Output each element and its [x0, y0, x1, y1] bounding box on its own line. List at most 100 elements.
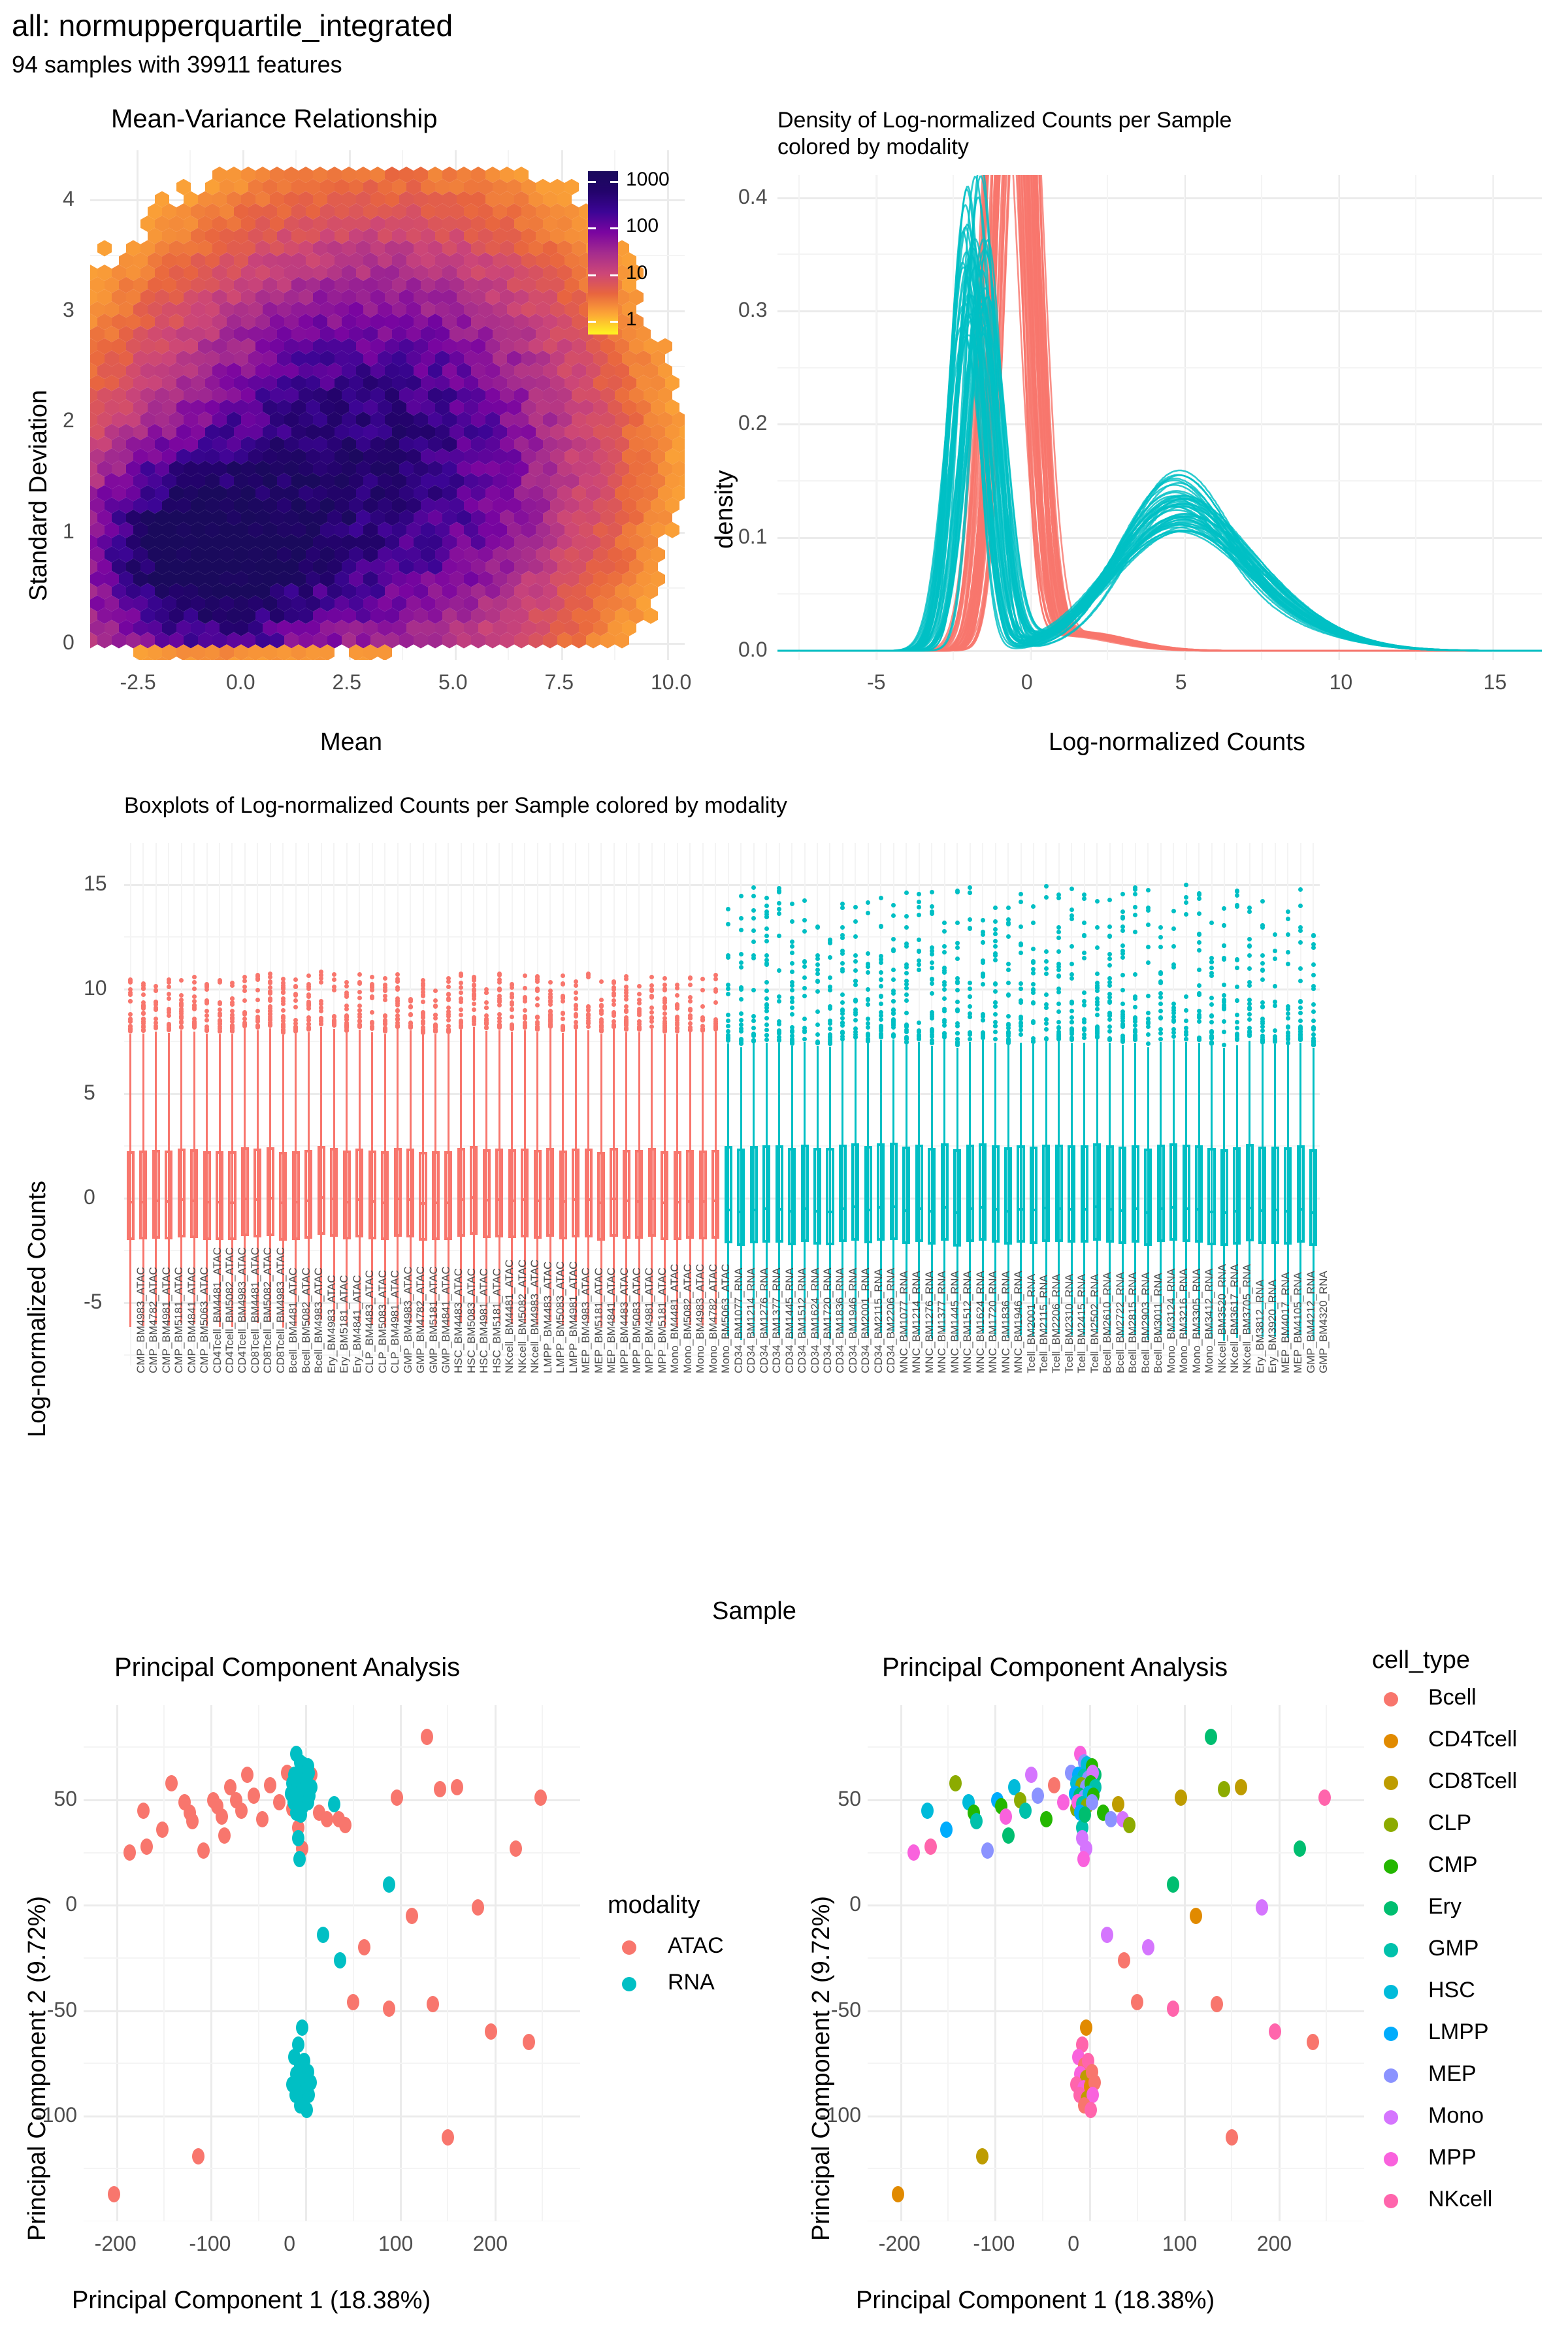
boxplot-outlier	[191, 986, 197, 991]
legend-swatch[interactable]	[1384, 1943, 1398, 1957]
boxplot-outlier	[1311, 933, 1316, 938]
legend-swatch[interactable]	[1384, 1818, 1398, 1832]
boxplot-outlier	[764, 915, 769, 920]
legend-swatch[interactable]	[1384, 2027, 1398, 2041]
boxplot-median	[406, 1198, 412, 1201]
boxplot-outlier	[408, 1011, 413, 1017]
boxplot-outlier	[598, 1009, 604, 1014]
hexbin-cell	[550, 203, 564, 220]
legend-swatch[interactable]	[1384, 1692, 1398, 1707]
legend-label[interactable]: Bcell	[1428, 1685, 1477, 1710]
boxplot-outlier	[917, 900, 922, 905]
boxplot-box	[495, 1148, 504, 1237]
hexbin-cell	[320, 203, 335, 220]
boxplots-sample-label: HSC_BM4483_ATAC	[452, 1268, 465, 1373]
boxplots-sample-label: MEP_BM4017_RNA	[1279, 1272, 1292, 1373]
legend-label[interactable]: LMPP	[1428, 2019, 1489, 2044]
legend-swatch[interactable]	[622, 1940, 636, 1955]
boxplot-outlier	[1056, 1009, 1062, 1015]
legend-swatch[interactable]	[1384, 1985, 1398, 1999]
legend-label[interactable]: NKcell	[1428, 2187, 1493, 2212]
boxplots-xlabel: Sample	[712, 1597, 796, 1625]
hexbin-cell	[493, 252, 507, 269]
hexbin-cell	[234, 227, 248, 244]
legend-label[interactable]: ATAC	[668, 1933, 724, 1958]
boxplot-outlier	[789, 943, 794, 949]
pca-xtick: -200	[94, 2232, 137, 2255]
legend-label[interactable]: HSC	[1428, 1978, 1475, 2002]
hexbin-cell	[248, 227, 263, 244]
pca-celltype-plot-area	[868, 1705, 1364, 2221]
mean-variance-ylabel: Standard Deviation	[25, 389, 52, 601]
hexbin-cell	[370, 191, 385, 208]
mean-variance-xtick: 10.0	[651, 670, 692, 694]
legend-label[interactable]: CD4Tcell	[1428, 1727, 1518, 1752]
legend-label[interactable]: Mono	[1428, 2103, 1484, 2128]
legend-label[interactable]: GMP	[1428, 1936, 1479, 1961]
boxplot-outlier	[815, 979, 820, 985]
legend-swatch[interactable]	[1384, 1734, 1398, 1748]
legend-label[interactable]: CLP	[1428, 1810, 1472, 1835]
legend-swatch[interactable]	[1384, 1901, 1398, 1916]
mean-variance-ytick: 4	[63, 187, 74, 211]
pca-point	[1235, 1779, 1248, 1796]
boxplot-outlier	[955, 1031, 960, 1036]
pca-point	[123, 1844, 137, 1861]
legend-label[interactable]: MPP	[1428, 2145, 1477, 2170]
legend-swatch[interactable]	[1384, 1776, 1398, 1790]
legend-swatch[interactable]	[1384, 2152, 1398, 2166]
boxplot-outlier	[853, 958, 858, 964]
boxplots-sample-label: Bcell_BM4481_ATAC	[287, 1267, 300, 1373]
boxplot-outlier	[1260, 977, 1265, 983]
boxplot-outlier	[1145, 888, 1151, 893]
boxplot-box	[1054, 1144, 1063, 1242]
hexbin-cell	[270, 240, 284, 257]
boxplot-outlier	[980, 1032, 985, 1037]
boxplot-outlier	[738, 1011, 743, 1017]
boxplot-box	[1284, 1147, 1292, 1245]
legend-label[interactable]: MEP	[1428, 2061, 1477, 2086]
boxplot-median	[889, 1205, 895, 1209]
boxplot-outlier	[535, 996, 540, 1001]
boxplot-outlier	[166, 1013, 171, 1019]
boxplot-outlier	[891, 913, 896, 918]
boxplot-box	[177, 1148, 186, 1237]
legend-swatch[interactable]	[1384, 2110, 1398, 2125]
boxplot-outlier	[726, 1018, 731, 1023]
legend-label[interactable]: RNA	[668, 1970, 715, 1995]
boxplot-outlier	[395, 978, 400, 983]
boxplot-median	[304, 1200, 310, 1203]
boxplot-outlier	[802, 993, 808, 998]
legend-swatch[interactable]	[1384, 1859, 1398, 1874]
grid-line-y	[84, 2115, 580, 2117]
boxplot-outlier	[1171, 1014, 1176, 1019]
boxplots-sample-label: MPP_BM5181_ATAC	[655, 1267, 668, 1373]
legend-swatch[interactable]	[622, 1977, 636, 1991]
hexbin-cell	[449, 178, 464, 195]
boxplot-outlier	[1082, 990, 1087, 996]
boxplot-outlier	[1184, 1007, 1189, 1013]
hexbin-cell	[385, 265, 399, 281]
boxplot-median	[419, 1201, 425, 1205]
boxplot-outlier	[840, 1000, 845, 1005]
boxplot-box	[572, 1148, 580, 1237]
boxplot-outlier	[980, 982, 985, 987]
boxplot-outlier	[904, 978, 909, 983]
pca-point	[405, 1907, 418, 1924]
boxplots-ylabel: Log-normalized Counts	[24, 1181, 51, 1437]
boxplot-outlier	[789, 961, 794, 966]
legend-label[interactable]: Ery	[1428, 1894, 1462, 1919]
hexbin-cell	[421, 178, 435, 195]
legend-swatch[interactable]	[1384, 2194, 1398, 2208]
hexbin-cell	[342, 167, 356, 183]
boxplot-outlier	[395, 1024, 400, 1029]
density-ylabel: density	[711, 470, 738, 549]
boxplot-outlier	[1120, 1024, 1125, 1030]
boxplot-outlier	[1298, 1005, 1303, 1010]
boxplot-outlier	[904, 986, 909, 991]
boxplot-box	[1271, 1146, 1279, 1244]
legend-label[interactable]: CMP	[1428, 1852, 1478, 1877]
legend-label[interactable]: CD8Tcell	[1428, 1769, 1518, 1793]
legend-swatch[interactable]	[1384, 2068, 1398, 2083]
pca-point	[1040, 1810, 1053, 1827]
